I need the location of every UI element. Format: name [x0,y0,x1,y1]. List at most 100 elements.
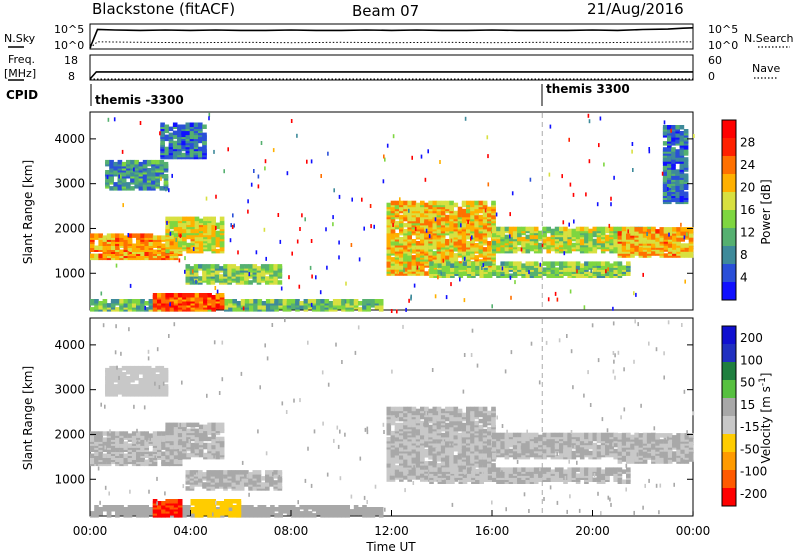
data-cell [546,261,551,266]
data-cell [454,261,459,266]
colorbar-swatch [722,228,736,247]
data-cell [439,160,441,164]
data-cell [592,246,598,252]
data-cell [110,299,116,304]
data-cell [432,267,438,272]
data-cell [247,199,249,204]
data-cell [146,378,152,383]
data-cell [383,154,385,159]
data-cell [662,171,668,176]
data-cell [159,174,165,179]
data-cell [671,169,676,174]
data-cell [676,227,681,232]
data-cell [215,501,221,506]
data-cell [433,269,438,274]
colorbar-swatch [722,174,736,193]
data-cell [440,220,446,226]
data-cell [264,159,267,164]
data-cell [386,430,392,436]
data-cell [538,230,543,236]
data-cell [219,216,225,222]
data-cell [671,155,676,160]
data-cell [521,269,526,274]
data-cell [662,125,668,130]
data-cell [567,232,572,238]
data-cell [512,234,518,240]
y-tick-label: 2000 [54,221,85,235]
data-cell [219,234,225,240]
data-cell [130,384,135,389]
data-cell [182,442,187,448]
data-cell [105,382,110,387]
data-cell [110,233,116,238]
data-cell [169,301,175,306]
data-cell [136,255,141,261]
data-cell [118,174,120,179]
data-cell [173,299,179,304]
data-cell [445,447,450,452]
data-cell [546,226,551,232]
data-cell [440,461,446,466]
data-cell [441,261,447,266]
data-cell [311,505,317,510]
colorbar-swatch [722,192,736,211]
data-cell [403,459,408,464]
data-cell [613,261,618,266]
data-cell [337,505,342,510]
data-cell [390,457,396,462]
data-cell [239,480,245,485]
data-cell [98,301,103,306]
data-cell [667,129,672,134]
colorbar-tick-label: 8 [740,248,748,262]
data-cell [165,248,170,254]
data-cell [474,255,479,260]
data-cell [569,289,572,294]
data-cell [445,200,450,206]
data-cell [253,507,258,512]
data-cell [546,248,551,254]
data-cell [151,166,156,171]
data-cell [563,226,568,232]
data-cell [449,451,454,456]
data-cell [172,154,178,160]
data-cell [189,484,195,489]
data-cell [291,511,296,516]
data-cell [457,235,463,240]
data-cell [617,231,623,236]
data-cell [161,459,166,465]
data-cell [508,232,514,238]
data-cell [319,290,322,295]
data-cell [575,265,581,270]
data-cell [642,227,648,232]
data-cell [386,457,392,462]
data-cell [263,227,266,232]
noise-search-series [89,41,694,49]
data-cell [394,200,400,206]
data-cell [613,269,618,274]
data-cell [90,247,95,252]
data-cell [159,166,165,171]
data-cell [169,293,175,298]
data-cell [525,242,531,248]
data-cell [512,271,518,276]
data-cell [688,233,694,238]
data-cell [189,276,195,281]
data-cell [152,447,158,452]
data-cell [428,234,431,239]
data-cell [231,482,237,487]
data-cell [144,453,149,458]
data-cell [211,228,216,234]
data-cell [173,499,179,504]
data-cell [139,121,142,125]
data-cell [424,461,429,466]
data-cell [182,505,187,510]
data-cell [433,263,438,268]
data-cell [679,189,685,194]
data-cell [148,451,154,456]
data-cell [410,248,412,253]
data-cell [129,283,132,288]
data-cell [256,278,262,283]
data-cell [688,247,694,252]
data-cell [394,432,400,438]
data-cell [466,426,471,432]
